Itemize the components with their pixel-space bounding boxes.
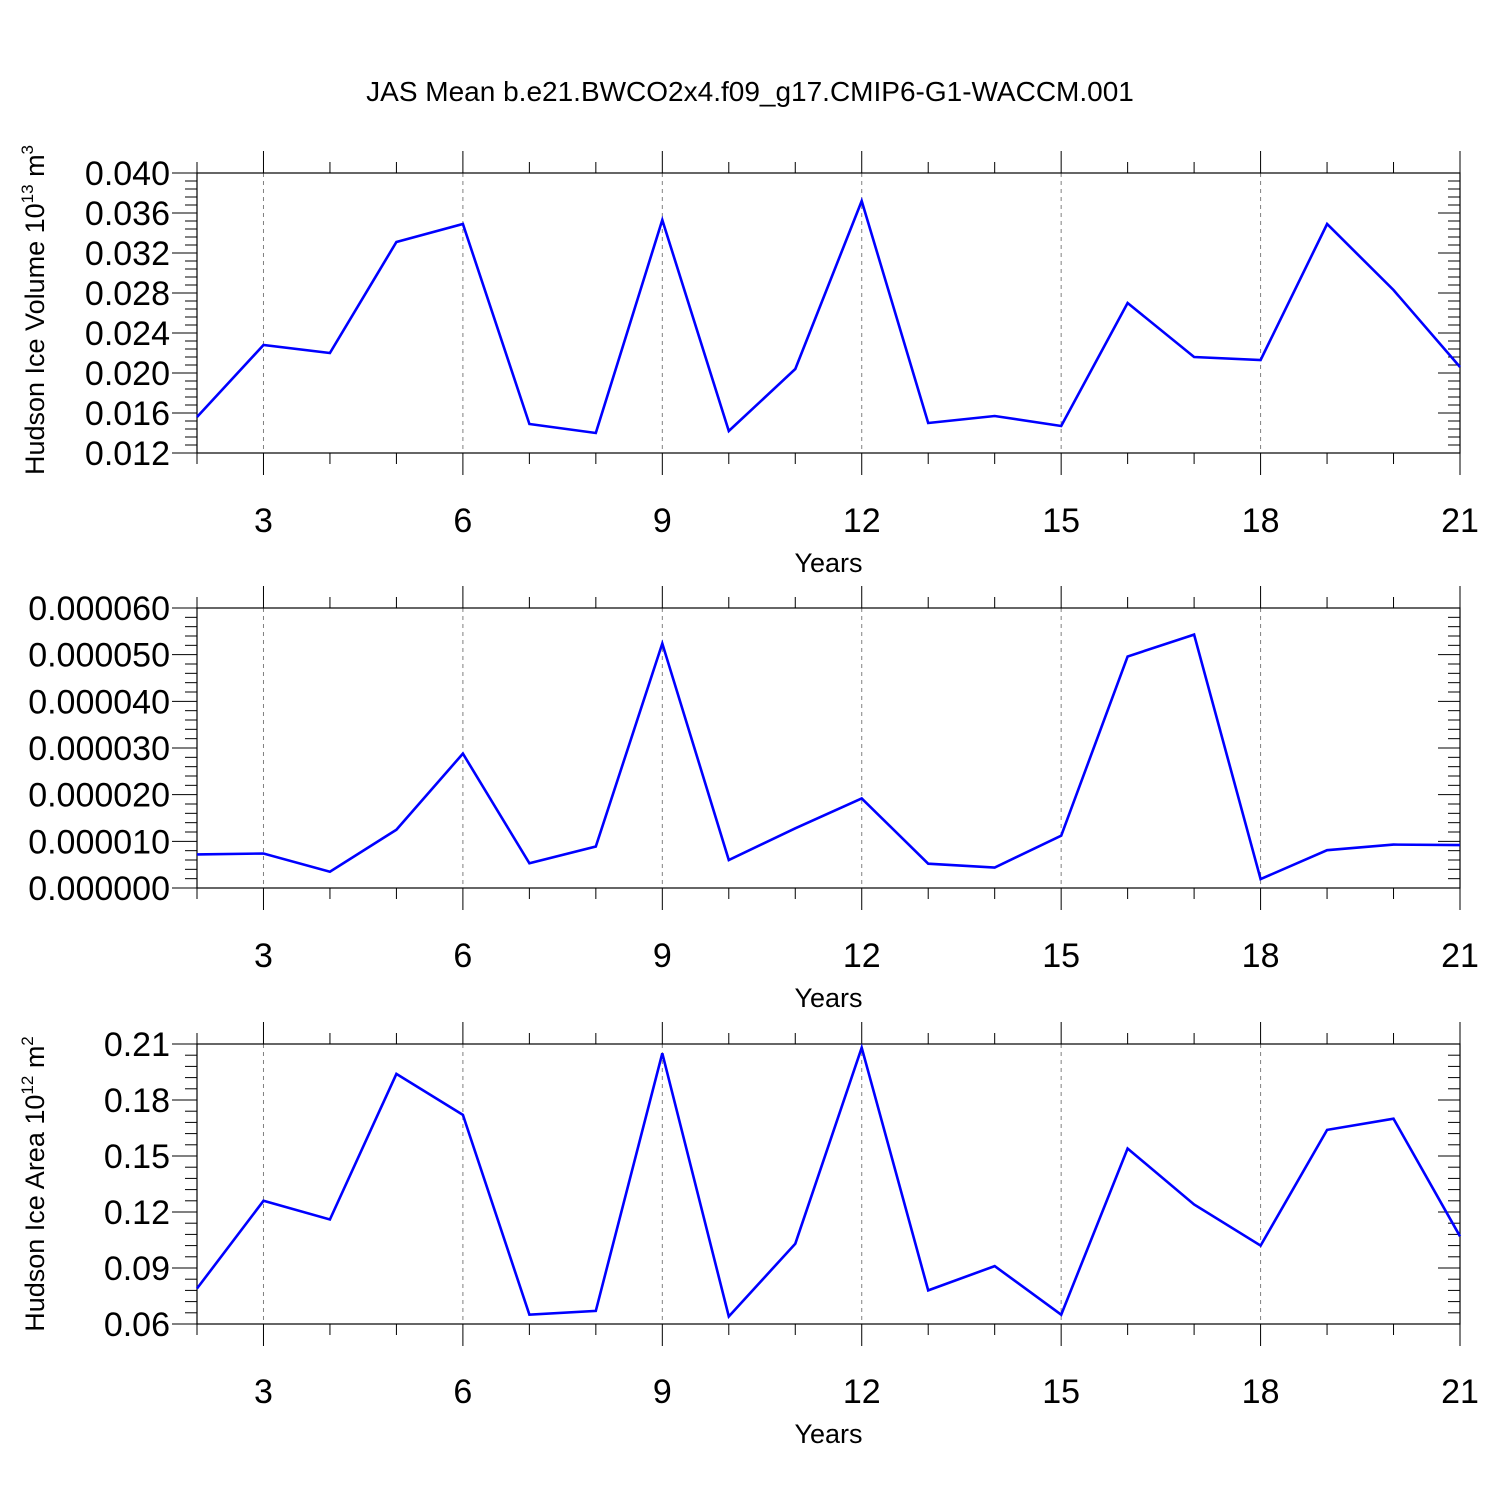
x-tick-label: 18 xyxy=(1242,937,1280,975)
x-tick-label: 9 xyxy=(653,1373,672,1411)
y-tick-label: 0.012 xyxy=(85,435,170,473)
series-line xyxy=(196,197,1461,435)
x-tick-label: 6 xyxy=(453,1373,472,1411)
y-tick-label: 0.000020 xyxy=(28,777,170,815)
y-tick-label: 0.036 xyxy=(85,195,170,233)
y-axis-label: Hudson Ice Area 1012 m2 xyxy=(18,1036,50,1332)
x-tick-label: 12 xyxy=(843,937,881,975)
y-tick-label: 0.028 xyxy=(85,275,170,313)
y-tick-label: 0.000060 xyxy=(28,590,170,628)
x-tick-label: 12 xyxy=(843,1373,881,1411)
x-tick-label: 21 xyxy=(1441,937,1479,975)
x-tick-label: 15 xyxy=(1042,502,1080,540)
y-tick-label: 0.21 xyxy=(104,1026,170,1064)
plot-frame xyxy=(196,172,1461,454)
x-axis-label: Years xyxy=(794,983,862,1013)
y-tick-label: 0.18 xyxy=(104,1082,170,1120)
x-tick-label: 9 xyxy=(653,502,672,540)
plot-frame xyxy=(196,1043,1461,1325)
y-tick-label: 0.06 xyxy=(104,1306,170,1344)
plot-frame xyxy=(196,607,1461,889)
y-tick-label: 0.024 xyxy=(85,315,170,353)
y-tick-label: 0.032 xyxy=(85,235,170,273)
x-tick-label: 3 xyxy=(254,1373,273,1411)
y-tick-label: 0.000040 xyxy=(28,683,170,721)
y-tick-label: 0.000000 xyxy=(28,870,170,908)
y-tick-label: 0.09 xyxy=(104,1250,170,1288)
x-axis-label: Years xyxy=(794,1419,862,1449)
y-tick-label: 0.000050 xyxy=(28,637,170,675)
series-line xyxy=(195,1043,1462,1320)
y-tick-label: 0.040 xyxy=(85,155,170,193)
x-tick-label: 6 xyxy=(453,502,472,540)
y-tick-label: 0.000010 xyxy=(28,823,170,861)
y-tick-label: 0.15 xyxy=(104,1138,170,1176)
x-tick-label: 15 xyxy=(1042,937,1080,975)
panel-1: 0.0120.0160.0200.0240.0280.0320.0360.040… xyxy=(18,145,1479,578)
x-tick-label: 15 xyxy=(1042,1373,1080,1411)
y-tick-label: 0.12 xyxy=(104,1194,170,1232)
panel-2: 0.000000 0.000010 0.000020 0.000030 0.000040… xyxy=(28,586,1479,1013)
y-tick-label: 0.000030 xyxy=(28,730,170,768)
y-tick-label: 0.020 xyxy=(85,355,170,393)
y-tick-label: 0.016 xyxy=(85,395,170,433)
panel-3: 0.06 0.09 0.12 0.15 0.18 0.21 3 6 9 12 15 18 21 Years… xyxy=(18,1022,1479,1449)
y-axis-label: Hudson Ice Volume 1013 m3 xyxy=(18,145,50,475)
x-tick-label: 21 xyxy=(1441,502,1479,540)
panels: 0.0120.0160.0200.0240.0280.0320.0360.040… xyxy=(18,145,1479,1449)
x-tick-label: 18 xyxy=(1242,502,1280,540)
x-axis-label: Years xyxy=(794,548,862,578)
x-tick-label: 9 xyxy=(653,937,672,975)
x-tick-label: 6 xyxy=(453,937,472,975)
x-tick-label: 21 xyxy=(1441,1373,1479,1411)
x-tick-label: 18 xyxy=(1242,1373,1280,1411)
chart-title: JAS Mean b.e21.BWCO2x4.f09_g17.CMIP6-G1-… xyxy=(366,76,1134,107)
series-line xyxy=(196,632,1461,881)
x-tick-label: 12 xyxy=(843,502,881,540)
x-tick-label: 3 xyxy=(254,502,273,540)
x-tick-label: 3 xyxy=(254,937,273,975)
